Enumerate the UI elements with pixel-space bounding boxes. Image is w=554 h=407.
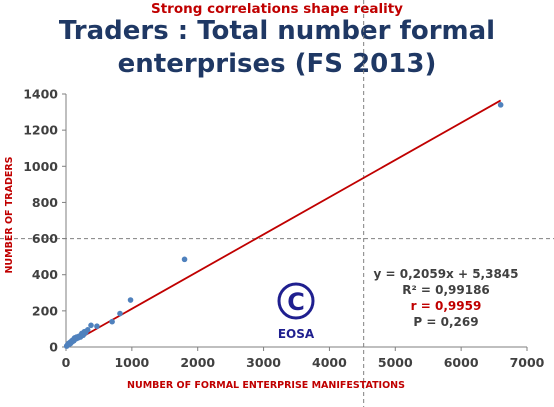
data-point <box>117 310 123 317</box>
chart-title-line1: Traders : Total number formal <box>58 16 496 46</box>
copyright-letter-icon: C <box>287 288 305 316</box>
regression-equation: y = 0,2059x + 5,3845 <box>374 267 519 281</box>
correlation-value: r = 0,9959 <box>411 299 482 313</box>
data-point <box>109 318 115 325</box>
chart-title: Traders : Total number formal enterprise… <box>0 15 554 81</box>
x-tick-label: 7000 <box>510 355 545 370</box>
y-tick-label: 1400 <box>23 87 58 102</box>
data-point <box>181 256 188 263</box>
y-tick-label: 400 <box>32 267 58 282</box>
chart-axes <box>62 93 528 351</box>
data-point <box>497 102 504 108</box>
trendline <box>65 99 502 347</box>
logo-text: EOSA <box>278 327 315 341</box>
y-tick-label: 600 <box>32 231 58 246</box>
chart-supertitle: Strong correlations shape reality <box>151 1 403 17</box>
x-tick-label: 5000 <box>378 355 413 370</box>
chart-title-line2: enterprises (FS 2013) <box>117 49 437 79</box>
data-points <box>63 102 504 349</box>
eosa-logo: C EOSA <box>277 282 315 341</box>
y-axis-label: NUMBER OF TRADERS <box>4 156 15 273</box>
x-tick-label: 3000 <box>246 355 281 370</box>
y-tick-label: 0 <box>49 340 58 355</box>
copyright-circle-icon <box>277 282 315 320</box>
y-tick-label: 800 <box>32 195 58 210</box>
x-axis-label: NUMBER OF FORMAL ENTERPRISE MANIFESTATIO… <box>127 380 405 391</box>
y-tick-label: 200 <box>32 303 58 318</box>
data-point <box>127 297 134 303</box>
x-tick-labels: 0 1000 2000 3000 4000 5000 6000 7000 <box>62 355 545 370</box>
y-tick-label: 1200 <box>23 123 58 138</box>
x-tick-label: 6000 <box>444 355 479 370</box>
r-squared-value: R² = 0,99186 <box>402 283 490 297</box>
x-tick-label: 2000 <box>180 355 215 370</box>
data-point <box>94 323 100 330</box>
y-tick-labels: 0 200 400 600 800 1000 1200 1400 <box>23 87 58 355</box>
trendline-group <box>65 99 502 347</box>
y-tick-label: 1000 <box>23 159 58 174</box>
p-value: P = 0,269 <box>413 315 478 329</box>
x-tick-label: 4000 <box>312 355 347 370</box>
x-tick-label: 0 <box>62 355 71 370</box>
regression-stats: y = 0,2059x + 5,3845 R² = 0,99186 r = 0,… <box>374 267 519 329</box>
data-point <box>88 322 94 329</box>
data-point <box>84 327 91 333</box>
x-tick-label: 1000 <box>114 355 149 370</box>
